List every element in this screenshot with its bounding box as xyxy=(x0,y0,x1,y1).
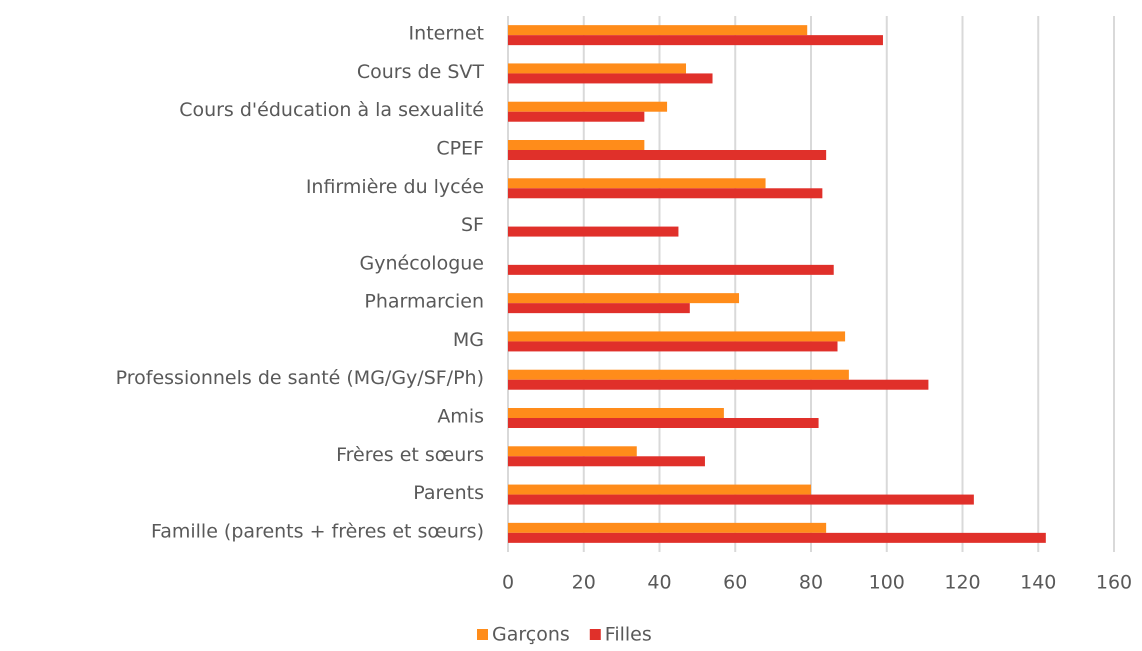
legend-label: Filles xyxy=(605,624,652,646)
y-tick-label: Cours de SVT xyxy=(357,61,485,83)
bar xyxy=(508,264,834,275)
x-tick-label: 40 xyxy=(647,572,671,594)
x-tick-label: 140 xyxy=(1020,572,1056,594)
bar xyxy=(508,25,808,36)
y-tick-label: Famille (parents + frères et sœurs) xyxy=(151,520,484,542)
bar xyxy=(508,369,849,380)
bar xyxy=(508,331,846,342)
y-tick-label: MG xyxy=(453,329,484,351)
bar xyxy=(508,379,929,390)
y-tick-label: SF xyxy=(461,214,484,236)
legend-swatch xyxy=(589,629,601,640)
bar xyxy=(508,188,823,199)
bar xyxy=(508,341,838,352)
y-tick-label: Internet xyxy=(409,23,484,45)
y-tick-label: Cours d'éducation à la sexualité xyxy=(179,99,484,121)
bar xyxy=(508,226,679,237)
bar xyxy=(508,101,668,112)
bar xyxy=(508,446,637,457)
x-tick-label: 120 xyxy=(944,572,980,594)
bar xyxy=(508,408,724,418)
bar xyxy=(508,178,766,189)
x-tick-label: 160 xyxy=(1096,572,1132,594)
bar xyxy=(508,35,883,46)
bar xyxy=(508,73,713,84)
x-tick-label: 20 xyxy=(572,572,596,594)
y-tick-label: Amis xyxy=(437,406,484,428)
legend-swatch xyxy=(477,629,488,640)
x-tick-label: 60 xyxy=(723,572,747,594)
bar xyxy=(508,484,811,495)
y-tick-label: Gynécologue xyxy=(360,252,484,274)
x-tick-label: 0 xyxy=(502,572,514,594)
y-tick-label: CPEF xyxy=(436,138,484,160)
legend-label: Garçons xyxy=(492,624,570,646)
y-tick-label: Infirmière du lycée xyxy=(306,176,484,198)
y-tick-label: Professionnels de santé (MG/Gy/SF/Ph) xyxy=(116,367,484,389)
bar xyxy=(508,494,974,505)
y-tick-label: Parents xyxy=(413,482,484,504)
bar xyxy=(508,522,827,533)
y-tick-label: Pharmarcien xyxy=(364,291,484,313)
bar xyxy=(508,532,1046,543)
bar xyxy=(508,63,687,74)
bar xyxy=(508,140,645,150)
bar xyxy=(508,418,819,428)
x-tick-label: 80 xyxy=(799,572,823,594)
bar xyxy=(508,303,690,314)
bar xyxy=(508,456,705,467)
y-tick-label: Frères et sœurs xyxy=(336,444,484,466)
bar xyxy=(508,150,827,160)
bar xyxy=(508,111,645,122)
bar xyxy=(508,293,740,304)
x-tick-label: 100 xyxy=(869,572,905,594)
